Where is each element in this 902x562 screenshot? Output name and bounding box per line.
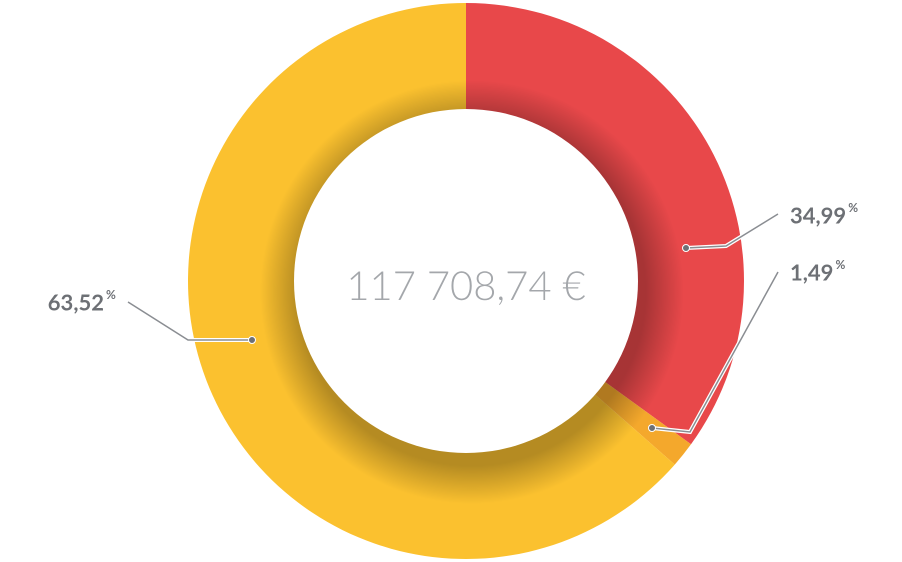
value-label: 1,49 <box>790 259 833 286</box>
value-label: 34,99 <box>790 202 846 229</box>
leader-dot <box>248 336 256 344</box>
leader-line <box>127 301 252 341</box>
leader-dot <box>682 244 690 252</box>
donut-hole <box>294 109 638 453</box>
leader-line <box>651 271 779 433</box>
value-unit: % <box>835 257 845 272</box>
center-label: 117 708,74 € <box>346 261 585 309</box>
labels: 34,99 %1,49 %63,52% <box>48 200 858 435</box>
leader-dot <box>648 424 656 432</box>
value-label: 63,52 <box>48 289 104 316</box>
value-unit: % <box>848 200 858 215</box>
leader-line <box>685 213 779 249</box>
value-unit: % <box>106 287 116 302</box>
